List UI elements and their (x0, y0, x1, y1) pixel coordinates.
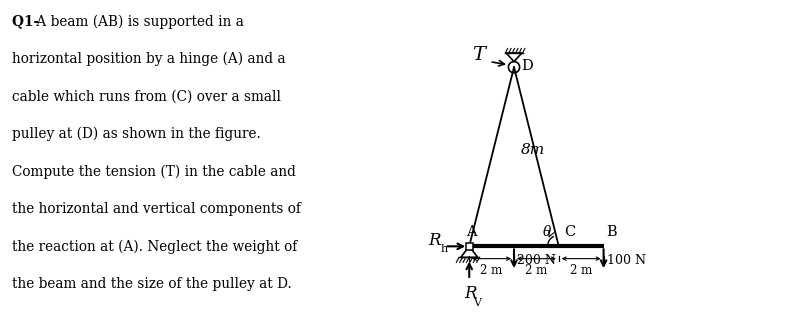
Text: pulley at (D) as shown in the figure.: pulley at (D) as shown in the figure. (12, 127, 261, 141)
Text: C: C (564, 225, 576, 239)
Text: the beam and the size of the pulley at D.: the beam and the size of the pulley at D… (12, 277, 291, 291)
Text: D: D (521, 59, 533, 73)
Text: 2 m: 2 m (481, 264, 502, 277)
Text: the reaction at (A). Neglect the weight of: the reaction at (A). Neglect the weight … (12, 239, 297, 254)
Polygon shape (466, 243, 473, 250)
Text: 8m: 8m (521, 143, 545, 157)
Text: Q1-: Q1- (12, 14, 43, 28)
Text: h: h (441, 244, 448, 254)
Text: B: B (606, 225, 617, 239)
Text: A beam (AB) is supported in a: A beam (AB) is supported in a (31, 14, 243, 29)
Text: R: R (464, 285, 477, 302)
Text: T: T (472, 46, 485, 64)
Text: 2 m: 2 m (526, 264, 547, 277)
Text: 2 m: 2 m (570, 264, 592, 277)
Text: V: V (473, 298, 481, 308)
Text: Compute the tension (T) in the cable and: Compute the tension (T) in the cable and (12, 164, 295, 179)
Text: 200 N: 200 N (518, 254, 556, 267)
Text: R: R (429, 232, 442, 249)
Text: cable which runs from (C) over a small: cable which runs from (C) over a small (12, 89, 281, 103)
Text: horizontal position by a hinge (A) and a: horizontal position by a hinge (A) and a (12, 52, 286, 66)
Text: θ: θ (542, 225, 551, 238)
Text: A: A (466, 225, 477, 239)
Text: 100 N: 100 N (607, 254, 646, 267)
Text: the horizontal and vertical components of: the horizontal and vertical components o… (12, 202, 301, 216)
